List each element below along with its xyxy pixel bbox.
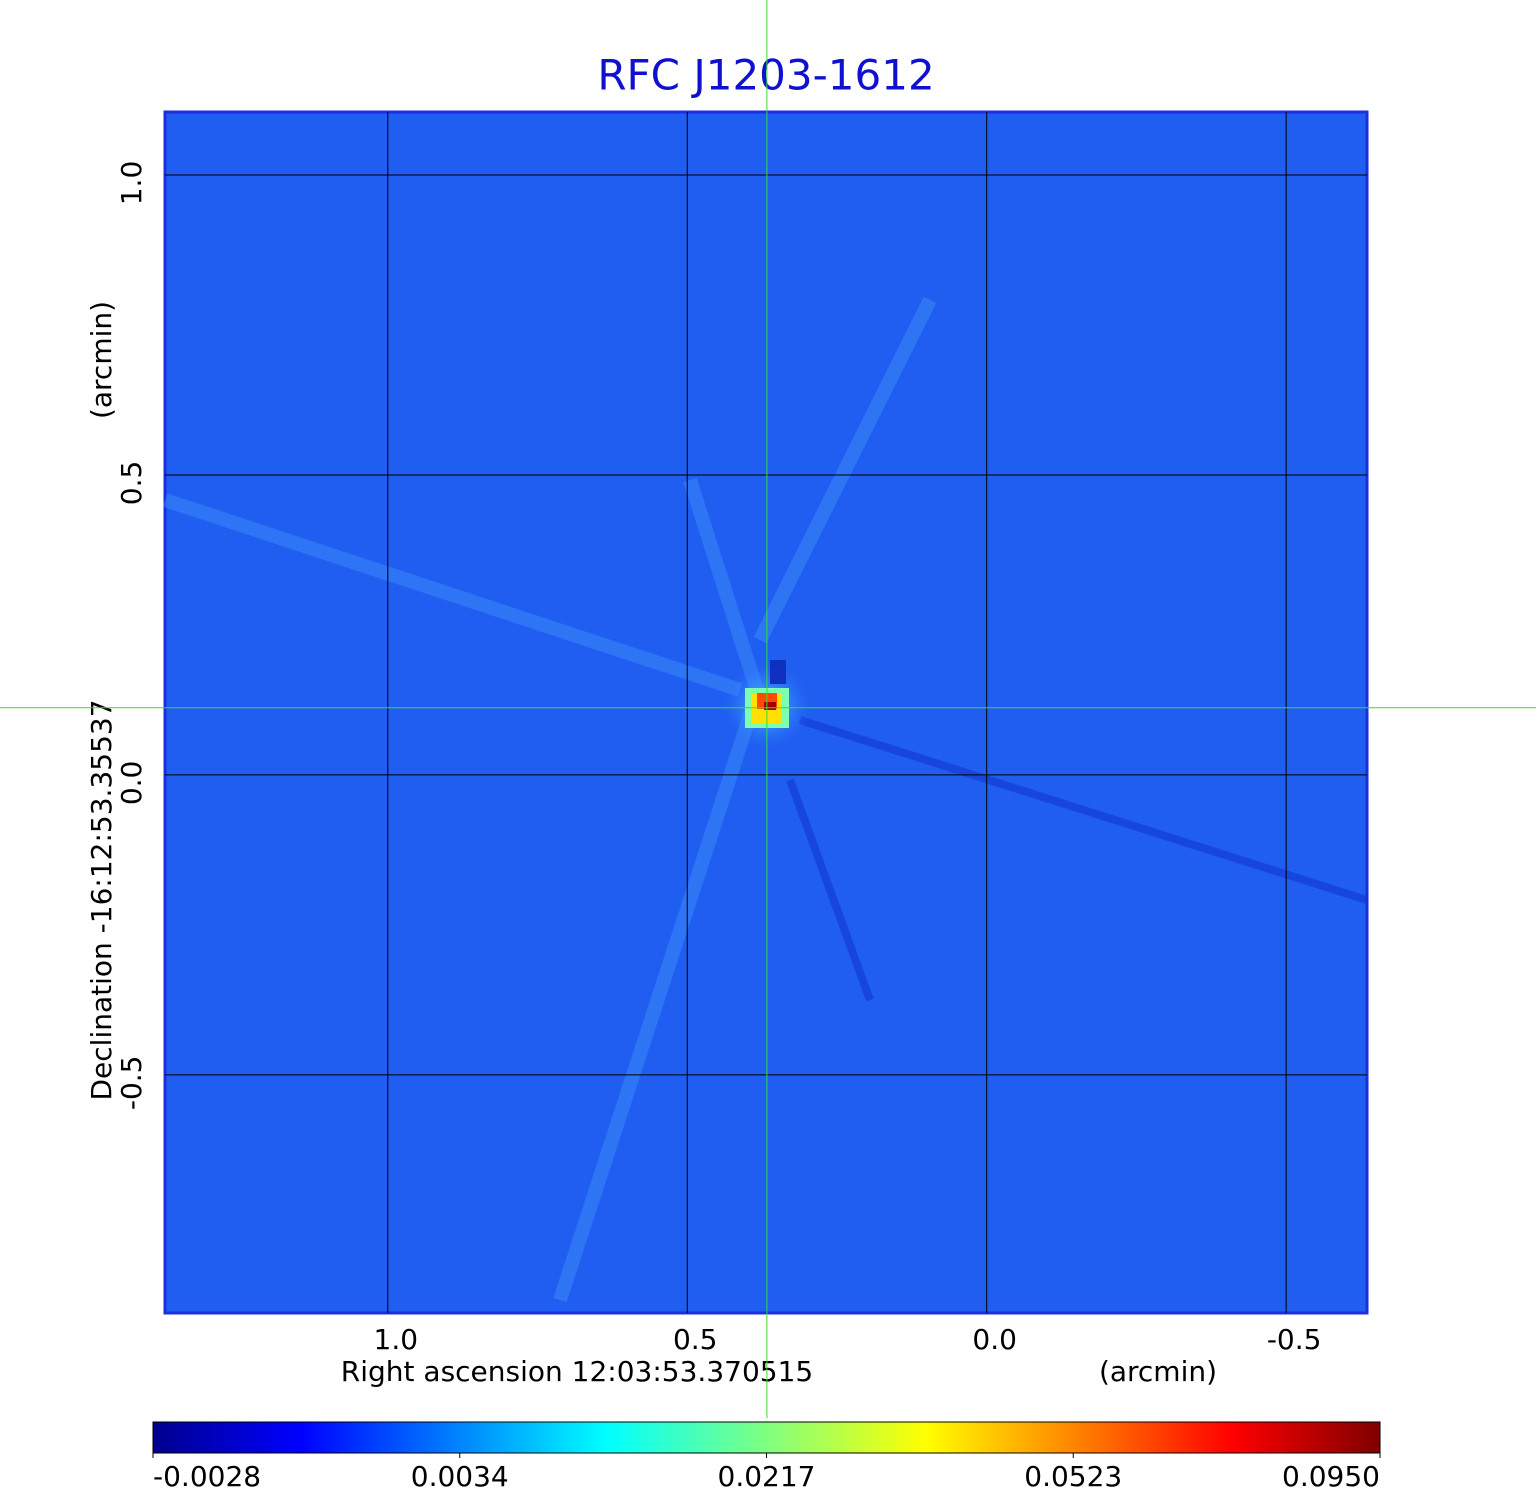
- colorbar-tick-label: 0.0950: [1282, 1460, 1380, 1493]
- colorbar-tick-label: 0.0034: [411, 1460, 509, 1493]
- y-tick-label: 0.5: [115, 461, 148, 506]
- x-tick-label: 0.5: [673, 1323, 718, 1356]
- x-tick-label: 0.0: [972, 1323, 1017, 1356]
- y-axis-label: Declination -16:12:53.35537: [85, 699, 118, 1100]
- y-tick-label: 0.0: [115, 761, 148, 806]
- y-tick-label: -0.5: [115, 1056, 148, 1111]
- x-tick-label: -0.5: [1267, 1323, 1322, 1356]
- x-tick-label: 1.0: [374, 1323, 419, 1356]
- artifact-streaks: [162, 296, 937, 1303]
- x-axis-label: Right ascension 12:03:53.370515: [341, 1355, 813, 1388]
- colorbar-tick-label: 0.0217: [718, 1460, 816, 1493]
- negative-streaks: [786, 716, 1369, 1002]
- y-axis-unit: (arcmin): [85, 301, 118, 419]
- colorbar: [152, 1421, 1381, 1454]
- y-tick-label: 1.0: [115, 161, 148, 206]
- x-axis-unit: (arcmin): [1099, 1355, 1217, 1388]
- chart-title: RFC J1203-1612: [597, 51, 934, 100]
- colorbar-tick-label: -0.0028: [153, 1460, 261, 1493]
- colorbar-tick-label: 0.0523: [1024, 1460, 1122, 1493]
